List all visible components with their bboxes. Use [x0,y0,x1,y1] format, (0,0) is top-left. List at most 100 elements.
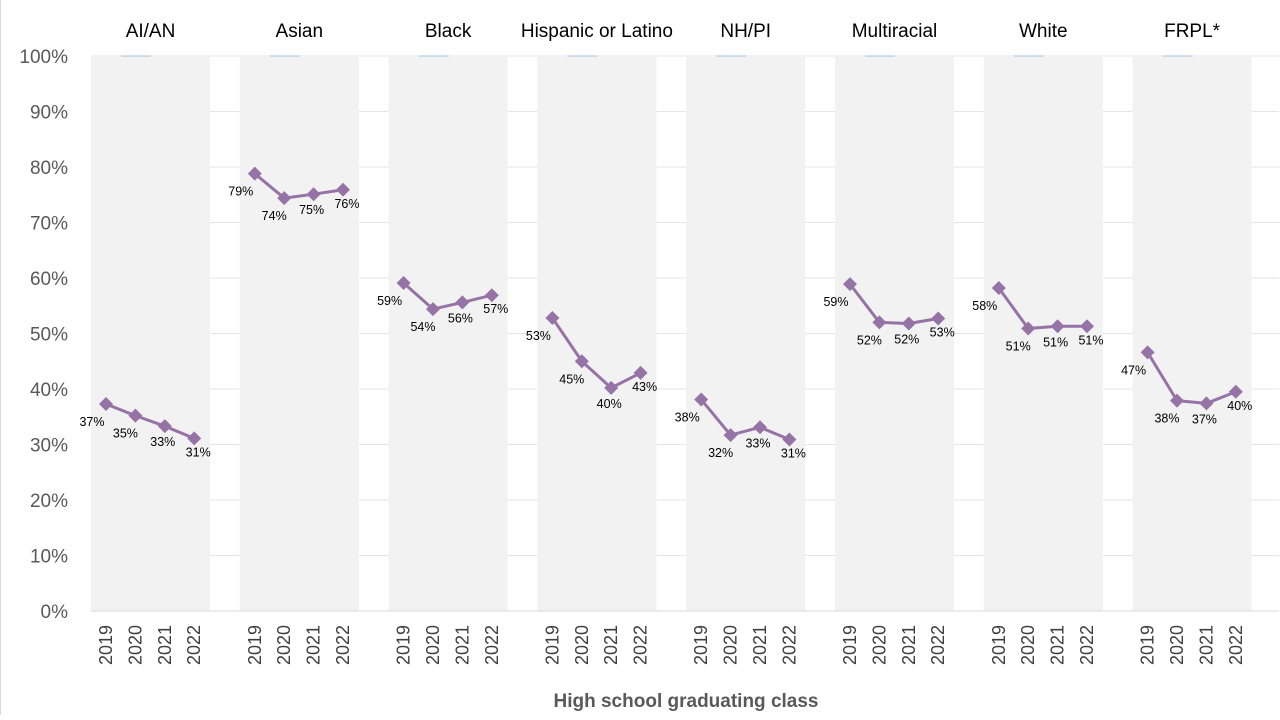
series-line [848,283,939,326]
y-tick-label: 100% [19,47,68,68]
data-label: 52% [894,333,919,347]
data-point-marker [872,315,887,330]
data-point-marker [277,191,292,206]
x-tick-label: 2019 [989,625,1009,665]
data-point-marker [574,354,589,369]
data-label: 31% [781,447,806,461]
data-label: 75% [299,203,324,217]
x-tick-label: 2021 [452,625,472,665]
group-band [983,56,1103,611]
x-tick-label: 2019 [96,625,116,665]
series-line [253,172,344,200]
data-point-marker [694,392,709,407]
data-point-marker [843,277,857,292]
series-line [402,281,493,311]
x-tick-label: 2019 [245,625,265,665]
x-tick-label: 2019 [542,625,562,665]
x-tick-label: 2022 [482,625,502,665]
group-label: AI/AN [126,21,176,42]
data-point-marker [782,432,797,447]
data-label: 76% [334,197,359,211]
data-point-marker [484,288,499,303]
data-point-marker [753,420,767,435]
data-point-marker [426,302,440,317]
x-tick-label: 2021 [1048,625,1068,665]
data-point-marker [99,396,113,411]
y-tick-label: 20% [30,491,68,512]
x-tick-label: 2020 [572,625,592,665]
data-point-marker [901,316,916,331]
group-band [91,56,210,611]
x-tick-label: 2019 [1138,625,1158,665]
x-tick-label: 2022 [184,625,204,665]
data-label: 56% [448,311,473,325]
data-point-marker [1170,393,1184,408]
x-tick-label: 2020 [423,625,443,665]
data-label: 79% [228,185,253,199]
x-tick-label: 2022 [631,625,651,665]
axis-layer: 0% 10% 20% 30% 40% 50% 60% 70% 80% 90% 100% [19,47,1279,623]
x-tick-label: 2021 [750,625,770,665]
x-tick-label: 2019 [840,625,860,665]
group-label: Multiracial [852,21,938,42]
x-tick-label: 2020 [869,625,889,665]
x-tick-label: 2021 [155,625,175,665]
data-point-marker [455,295,470,310]
group-label: White [1019,21,1068,42]
data-label: 33% [150,435,175,449]
x-tick-label: 2022 [1077,625,1097,665]
data-point-marker [545,310,560,325]
group-label: Asian [276,21,324,42]
x-tick-label: 2020 [125,625,145,665]
data-point-marker [128,408,143,423]
data-label: 51% [1006,340,1031,354]
data-label: 59% [377,294,402,308]
data-label: 52% [857,333,882,347]
data-point-marker [1199,396,1214,411]
data-label: 45% [559,372,584,386]
data-point-marker [247,166,262,181]
label-layer: AI/AN 37% 2019 35% 2020 33% 2021 31% 2022 Asian 79… [79,21,1252,665]
group-band [537,56,657,611]
data-point-marker [991,280,1006,295]
y-tick-label: 80% [30,158,68,179]
data-label: 40% [597,397,622,411]
data-label: 54% [410,320,435,334]
group-label: FRPL* [1164,21,1221,42]
data-label: 31% [186,445,211,459]
data-point-marker [1050,319,1065,334]
group-band [388,56,508,611]
x-tick-label: 2022 [1226,625,1246,665]
y-tick-label: 40% [30,380,68,401]
data-label: 33% [745,436,770,450]
series-line [551,317,642,390]
data-label: 53% [526,329,551,343]
data-label: 38% [1154,412,1179,426]
data-label: 74% [262,209,287,223]
data-label: 32% [708,446,733,460]
y-tick-label: 0% [41,602,69,623]
data-label: 47% [1121,363,1146,377]
data-label: 40% [1227,399,1252,413]
group-band [835,56,954,611]
data-point-marker [157,419,172,434]
data-label: 59% [823,295,848,309]
data-point-marker [1140,345,1155,360]
x-axis-title: High school graduating class [554,691,819,712]
group-label: Black [425,21,472,42]
band-layer [91,55,1252,612]
data-point-marker [633,365,648,380]
x-tick-label: 2021 [899,625,919,665]
data-point-marker [723,428,738,443]
x-tick-label: 2020 [721,625,741,665]
data-label: 43% [632,380,657,394]
x-tick-label: 2022 [333,625,353,665]
data-point-marker [604,380,619,395]
data-point-marker [187,431,202,446]
series-line [1146,351,1237,405]
data-point-marker [931,311,946,326]
x-tick-label: 2021 [304,625,324,665]
y-tick-label: 70% [30,214,68,235]
